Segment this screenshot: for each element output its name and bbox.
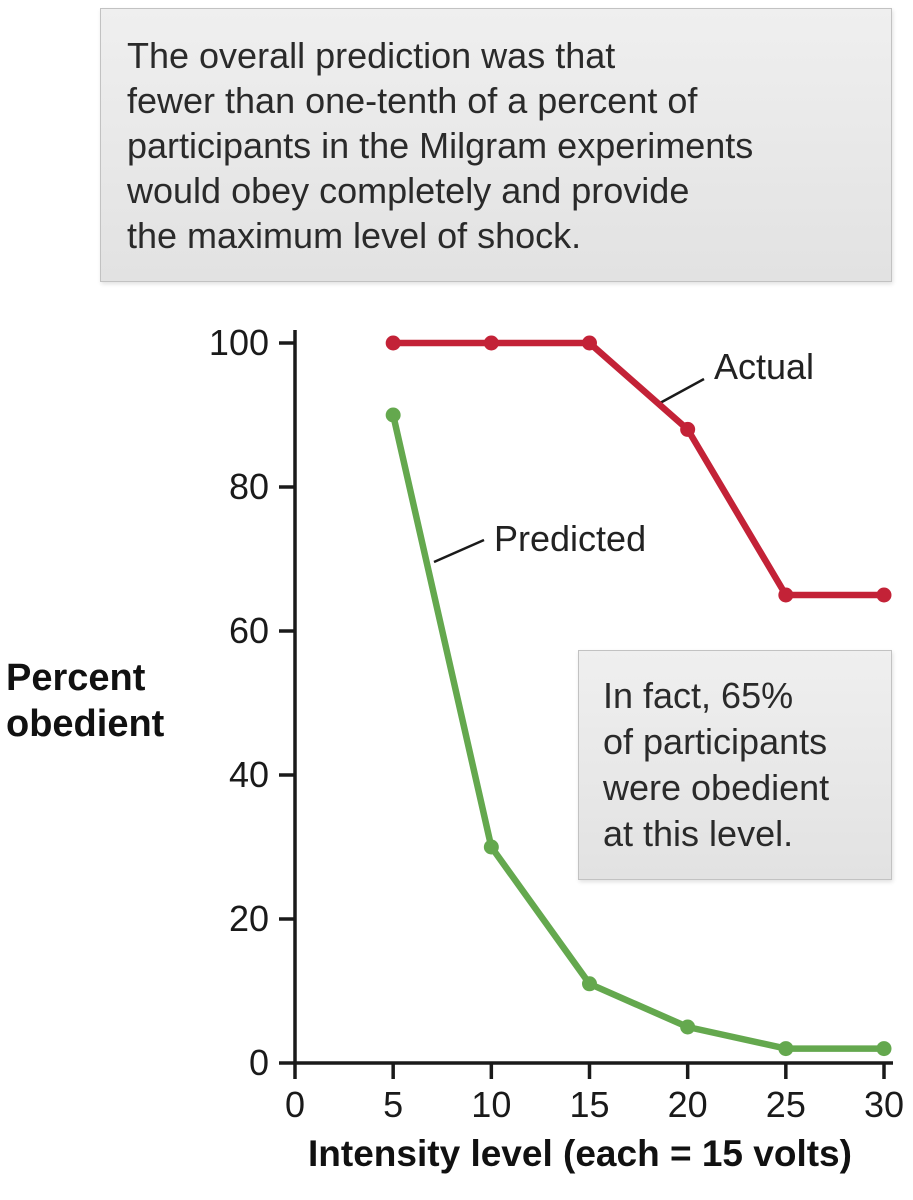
- x-tick-label: 0: [285, 1084, 305, 1125]
- series-line-actual: [389, 339, 888, 599]
- data-point-predicted: [876, 1041, 892, 1057]
- x-tick-label: 20: [668, 1084, 708, 1125]
- data-point-predicted: [385, 407, 401, 423]
- data-point-predicted: [778, 1041, 794, 1057]
- data-point-predicted: [680, 1019, 696, 1035]
- series-label-predicted: Predicted: [494, 518, 647, 559]
- fact-note: In fact, 65% of participants were obedie…: [578, 650, 892, 880]
- prediction-note: The overall prediction was that fewer th…: [100, 8, 892, 282]
- x-tick-label: 25: [766, 1084, 806, 1125]
- x-axis-title: Intensity level (each = 15 volts): [308, 1133, 852, 1174]
- data-point-predicted: [483, 839, 499, 855]
- data-point-actual: [680, 421, 696, 437]
- y-tick-label: 80: [229, 466, 269, 507]
- predicted-leader-line: [433, 538, 485, 564]
- x-tick-label: 15: [569, 1084, 609, 1125]
- data-point-actual: [778, 587, 794, 603]
- data-point-actual: [483, 335, 499, 351]
- series-line-predicted: [389, 411, 888, 1052]
- x-tick-label: 5: [383, 1084, 403, 1125]
- data-point-predicted: [582, 976, 597, 992]
- x-tick-label: 10: [471, 1084, 511, 1125]
- data-point-actual: [385, 335, 401, 351]
- actual-leader-line: [659, 377, 705, 405]
- series-label-actual: Actual: [714, 346, 815, 387]
- y-tick-label: 60: [229, 610, 269, 651]
- data-point-actual: [582, 335, 597, 351]
- x-tick-label: 30: [864, 1084, 904, 1125]
- y-axis-title: Percent obedient: [6, 657, 165, 745]
- y-tick-label: 100: [209, 322, 269, 363]
- y-tick-label: 0: [249, 1042, 269, 1083]
- y-tick-label: 40: [229, 754, 269, 795]
- data-point-actual: [876, 587, 892, 603]
- y-tick-label: 20: [229, 898, 269, 939]
